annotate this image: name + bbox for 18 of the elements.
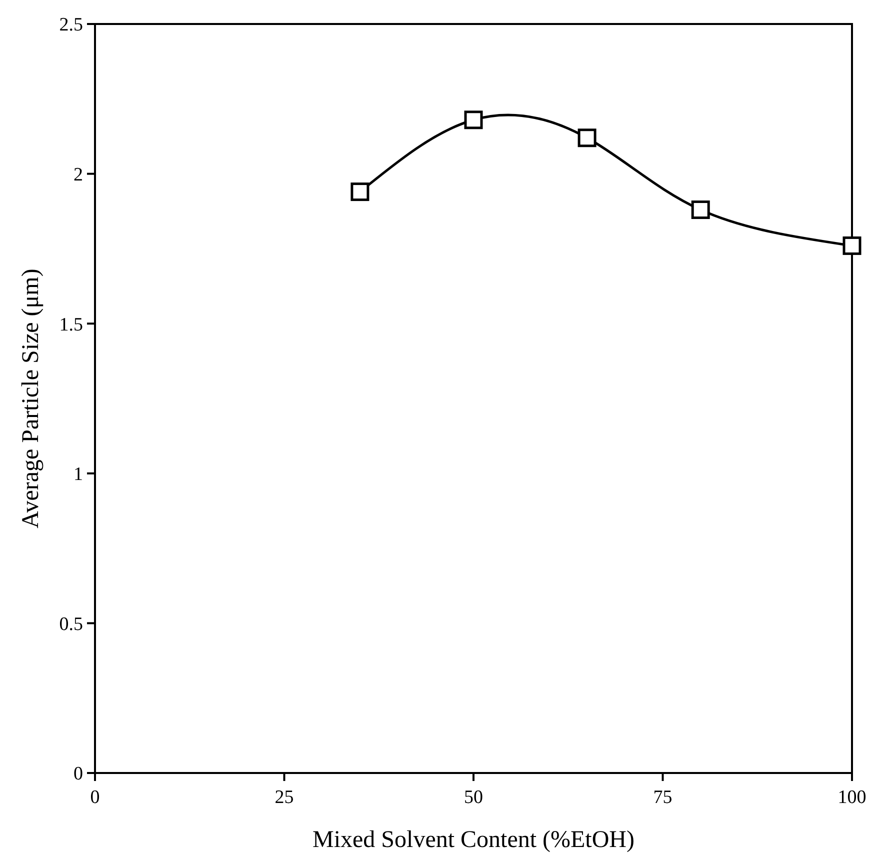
point [842, 236, 862, 255]
x-tick-label: 0 [90, 787, 100, 808]
y-tick-label: 0.5 [59, 614, 83, 635]
x-tick-label: 50 [464, 787, 483, 808]
x-tick-label: 100 [838, 787, 866, 808]
x-axis-title: Mixed Solvent Content (%EtOH) [312, 827, 634, 853]
y-axis-title: Average Particle Size (μm) [18, 268, 44, 528]
x-tick-label: 75 [653, 787, 672, 808]
point [578, 128, 596, 148]
x-tick-label: 25 [274, 787, 294, 808]
point [691, 200, 710, 219]
point [350, 182, 370, 202]
y-tick-label: 2.5 [59, 14, 83, 36]
y-tick-label: 1 [74, 464, 83, 486]
y-tick-label: 2 [74, 164, 83, 186]
y-tick-label: 0 [74, 764, 83, 785]
y-tick-label: 1.5 [59, 314, 83, 336]
point [464, 110, 483, 130]
